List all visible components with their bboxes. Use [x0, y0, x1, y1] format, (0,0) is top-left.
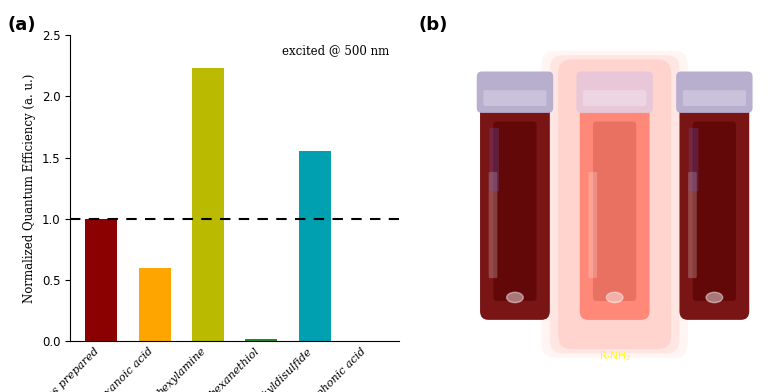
Bar: [85, 219, 117, 341]
FancyBboxPatch shape: [493, 122, 536, 301]
Text: as prep.: as prep.: [493, 343, 536, 353]
FancyBboxPatch shape: [477, 71, 553, 113]
FancyBboxPatch shape: [541, 51, 688, 358]
Bar: [192, 68, 224, 341]
Text: (b): (b): [418, 16, 448, 34]
Text: excited @ 500 nm: excited @ 500 nm: [282, 44, 389, 58]
FancyBboxPatch shape: [683, 90, 746, 106]
Ellipse shape: [507, 292, 523, 303]
FancyBboxPatch shape: [689, 128, 698, 191]
Bar: [299, 151, 331, 341]
Y-axis label: Normalized Quantum Efficiency (a. u.): Normalized Quantum Efficiency (a. u.): [23, 73, 37, 303]
FancyBboxPatch shape: [483, 90, 547, 106]
FancyBboxPatch shape: [489, 172, 497, 278]
FancyBboxPatch shape: [676, 71, 752, 113]
FancyBboxPatch shape: [588, 172, 597, 278]
Bar: [138, 268, 170, 341]
FancyBboxPatch shape: [688, 172, 697, 278]
FancyBboxPatch shape: [490, 128, 499, 191]
FancyBboxPatch shape: [576, 71, 653, 113]
FancyBboxPatch shape: [693, 122, 736, 301]
FancyBboxPatch shape: [579, 96, 650, 320]
FancyBboxPatch shape: [558, 60, 671, 349]
Text: (a): (a): [8, 16, 36, 34]
FancyBboxPatch shape: [480, 96, 550, 320]
Ellipse shape: [606, 292, 623, 303]
FancyBboxPatch shape: [550, 55, 680, 354]
Text: R-NH$_2$: R-NH$_2$: [598, 349, 631, 363]
Ellipse shape: [706, 292, 723, 303]
FancyBboxPatch shape: [680, 96, 749, 320]
FancyBboxPatch shape: [583, 90, 646, 106]
Bar: [246, 339, 278, 341]
FancyBboxPatch shape: [593, 122, 637, 301]
Text: purified
(4 times): purified (4 times): [691, 345, 738, 367]
